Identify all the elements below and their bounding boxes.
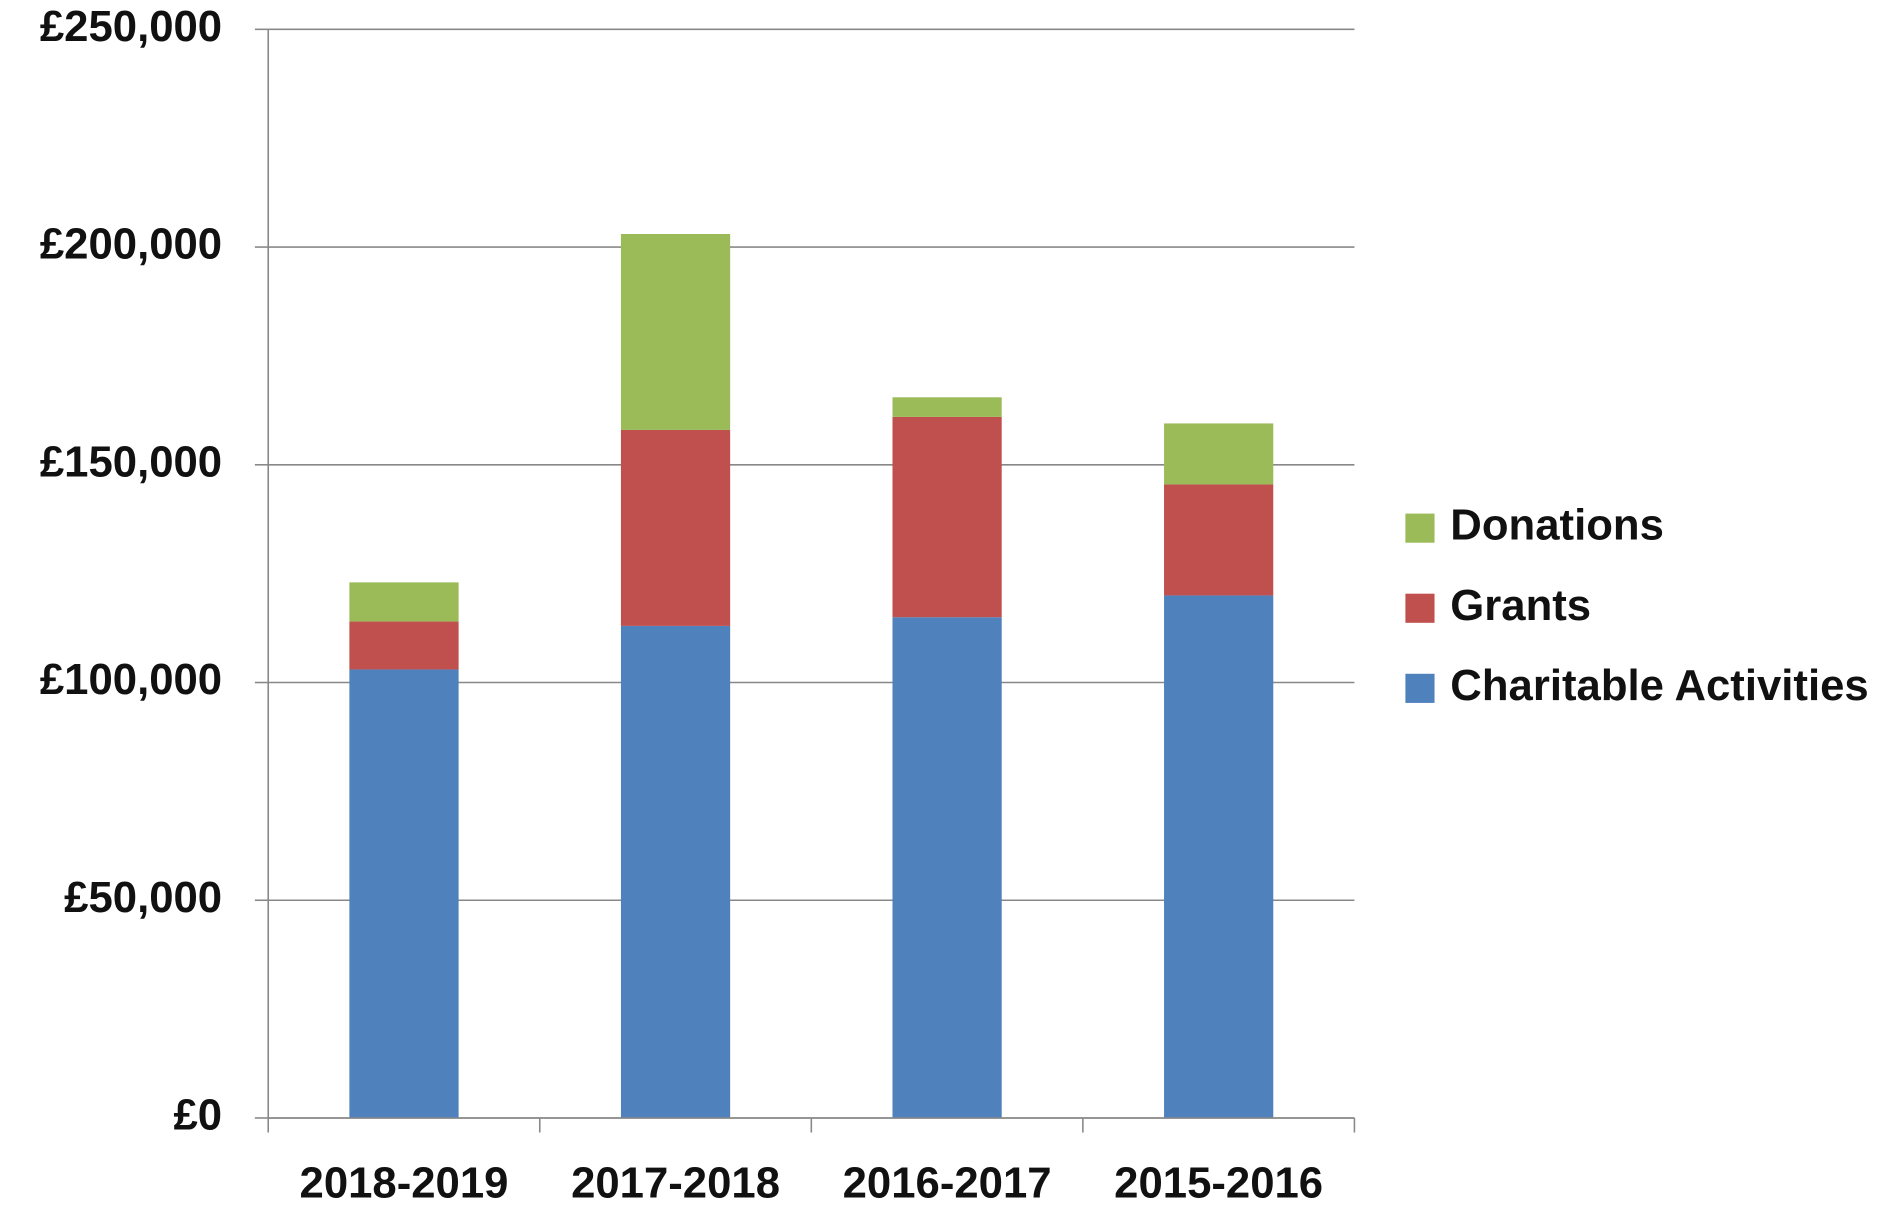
legend-label: Charitable Activities: [1450, 661, 1868, 710]
x-tick-label: 2016-2017: [843, 1158, 1052, 1207]
x-tick-label: 2017-2018: [571, 1158, 780, 1207]
bar-segment: [349, 621, 459, 670]
legend-swatch: [1405, 673, 1435, 703]
y-tick-label: £200,000: [40, 220, 222, 269]
bar-segment: [1164, 595, 1274, 1118]
y-tick-label: £150,000: [40, 437, 222, 486]
legend-swatch: [1405, 513, 1435, 543]
x-tick-label: 2018-2019: [300, 1158, 509, 1207]
bar-segment: [892, 617, 1002, 1118]
x-tick-label: 2015-2016: [1114, 1158, 1323, 1207]
legend-swatch: [1405, 593, 1435, 623]
bar-segment: [1164, 423, 1274, 485]
y-tick-label: £0: [173, 1091, 222, 1140]
bar-segment: [892, 416, 1002, 618]
bar-segment: [620, 234, 731, 430]
legend-label: Grants: [1450, 581, 1591, 630]
bar-segment: [892, 397, 1002, 417]
y-tick-label: £50,000: [64, 873, 222, 922]
y-tick-label: £250,000: [40, 2, 222, 51]
bar-segment: [620, 429, 731, 626]
bar-segment: [1164, 484, 1274, 596]
legend-label: Donations: [1450, 501, 1664, 550]
bar-segment: [349, 669, 459, 1118]
bar-segment: [620, 625, 731, 1118]
bar-segment: [349, 582, 459, 622]
y-tick-label: £100,000: [40, 655, 222, 704]
